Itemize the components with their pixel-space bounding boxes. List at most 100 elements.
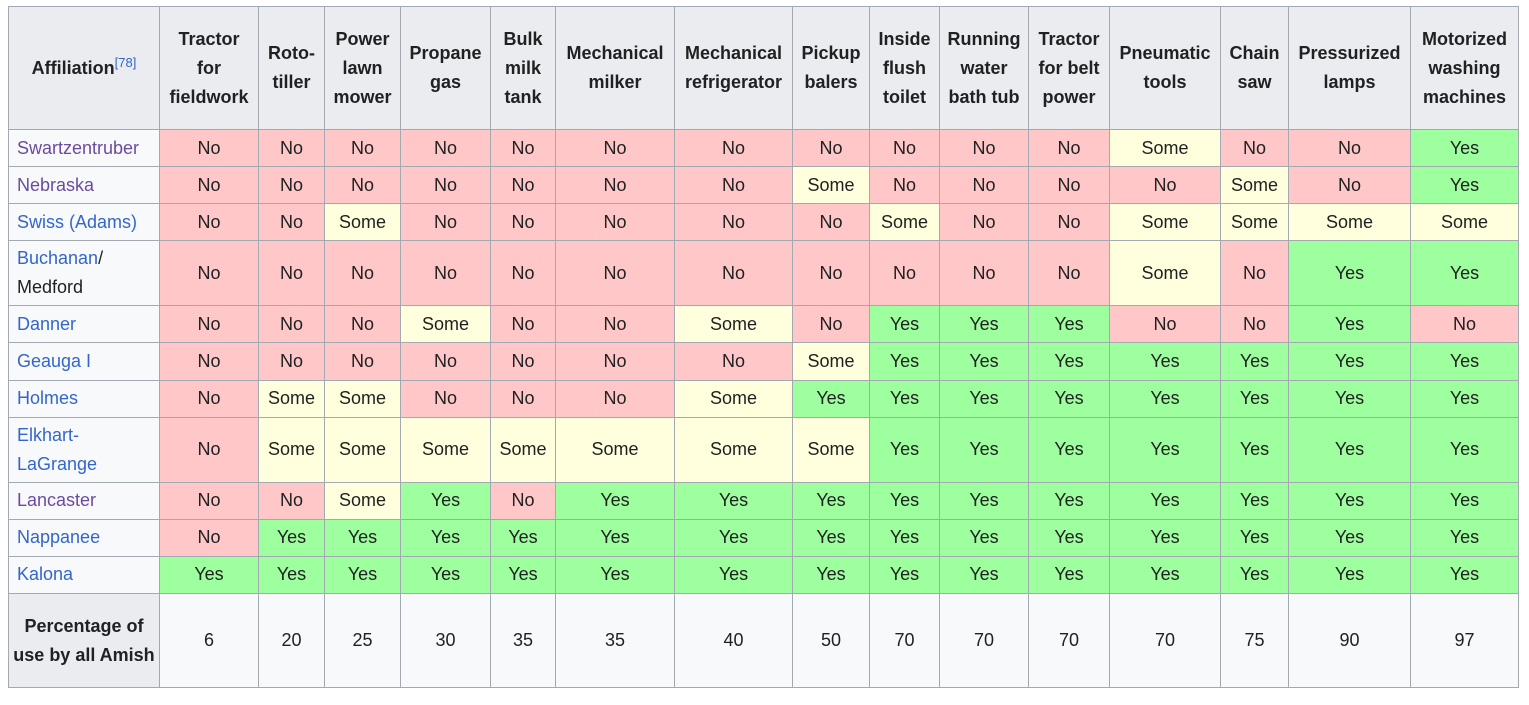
value-cell: Yes xyxy=(1288,305,1411,344)
affiliation-cell: Danner xyxy=(8,305,160,344)
value-cell: No xyxy=(490,481,556,520)
value-cell: No xyxy=(792,128,870,168)
value-cell: No xyxy=(258,203,325,242)
value-cell: No xyxy=(674,128,793,168)
value-cell: No xyxy=(159,379,259,418)
table-row: Holmes No Some Some No No No Some Yes Yes Yes Yes Ye… xyxy=(8,379,1519,418)
value-cell: Yes xyxy=(939,342,1029,381)
value-cell: No xyxy=(490,305,556,344)
percentage-cell: 70 xyxy=(939,593,1029,688)
value-cell: Yes xyxy=(939,518,1029,557)
affiliation-cell: Lancaster xyxy=(8,481,160,520)
value-cell: Yes xyxy=(1109,342,1221,381)
percentage-cell: 6 xyxy=(159,593,259,688)
percentage-cell: 20 xyxy=(258,593,325,688)
value-cell: Yes xyxy=(490,518,556,557)
value-cell: No xyxy=(258,240,325,307)
value-cell: Yes xyxy=(1028,342,1110,381)
affiliation-link[interactable]: Nebraska xyxy=(17,174,95,195)
value-cell: No xyxy=(490,203,556,242)
affiliation-link[interactable]: Swiss (Adams) xyxy=(17,211,138,232)
value-cell: Yes xyxy=(1028,555,1110,595)
percentage-cell: 30 xyxy=(400,593,491,688)
value-cell: No xyxy=(159,305,259,344)
table-body: Swartzentruber No No No No No No No No No No No Some… xyxy=(8,128,1519,595)
affiliation-link[interactable]: Swartzentruber xyxy=(17,137,140,158)
value-cell: No xyxy=(792,203,870,242)
affiliation-link[interactable]: Kalona xyxy=(17,564,74,585)
affiliation-header: Affiliation[78] xyxy=(8,6,160,130)
value-cell: Yes xyxy=(1109,518,1221,557)
value-cell: No xyxy=(869,128,940,168)
affiliation-link[interactable]: Elkhart- LaGrange xyxy=(17,424,98,474)
value-cell: Yes xyxy=(1410,555,1519,595)
value-cell: No xyxy=(324,342,401,381)
affiliation-link[interactable]: Lancaster xyxy=(17,490,97,511)
value-cell: No xyxy=(555,128,675,168)
column-header: Motorized washing machines xyxy=(1410,6,1519,130)
value-cell: Yes xyxy=(1109,416,1221,483)
table-row: Buchanan/ Medford No No No No No No No No No No No S… xyxy=(8,240,1519,307)
value-cell: Yes xyxy=(869,379,940,418)
value-cell: Some xyxy=(258,379,325,418)
value-cell: No xyxy=(1220,240,1289,307)
value-cell: Some xyxy=(400,416,491,483)
value-cell: Some xyxy=(555,416,675,483)
column-header: Bulk milk tank xyxy=(490,6,556,130)
value-cell: Yes xyxy=(159,555,259,595)
value-cell: Yes xyxy=(1410,481,1519,520)
reference-link[interactable]: [78] xyxy=(114,54,137,70)
value-cell: Yes xyxy=(869,342,940,381)
value-cell: Yes xyxy=(400,518,491,557)
value-cell: No xyxy=(869,166,940,205)
affiliation-link[interactable]: Geauga I xyxy=(17,350,92,371)
affiliation-suffix: / Medford xyxy=(17,248,104,298)
value-cell: Yes xyxy=(1028,379,1110,418)
value-cell: No xyxy=(258,128,325,168)
affiliation-cell: Swiss (Adams) xyxy=(8,203,160,242)
value-cell: No xyxy=(674,203,793,242)
value-cell: No xyxy=(159,518,259,557)
affiliation-cell: Buchanan/ Medford xyxy=(8,240,160,307)
table-row: Kalona Yes Yes Yes Yes Yes Yes Yes Yes Yes Yes Yes Y… xyxy=(8,555,1519,595)
value-cell: Yes xyxy=(1410,342,1519,381)
value-cell: Yes xyxy=(674,555,793,595)
value-cell: No xyxy=(555,240,675,307)
value-cell: Yes xyxy=(674,518,793,557)
value-cell: Yes xyxy=(555,481,675,520)
affiliation-cell: Nebraska xyxy=(8,166,160,205)
value-cell: Yes xyxy=(1288,518,1411,557)
value-cell: Yes xyxy=(869,518,940,557)
percentage-cell: 35 xyxy=(490,593,556,688)
value-cell: Yes xyxy=(1288,416,1411,483)
affiliation-link[interactable]: Buchanan xyxy=(17,248,99,269)
value-cell: Yes xyxy=(674,481,793,520)
footer-row: Percentage of use by all Amish 6 20 25 30 35… xyxy=(8,593,1519,688)
value-cell: No xyxy=(555,203,675,242)
percentage-cell: 97 xyxy=(1410,593,1519,688)
column-header: Roto- tiller xyxy=(258,6,325,130)
affiliation-link[interactable]: Danner xyxy=(17,313,77,334)
table-row: Nebraska No No No No No No No Some No No No No Some No… xyxy=(8,166,1519,205)
value-cell: No xyxy=(555,305,675,344)
value-cell: No xyxy=(555,342,675,381)
value-cell: No xyxy=(939,166,1029,205)
value-cell: No xyxy=(555,166,675,205)
value-cell: No xyxy=(1220,128,1289,168)
value-cell: Yes xyxy=(1410,128,1519,168)
affiliation-link[interactable]: Nappanee xyxy=(17,527,101,548)
affiliation-link[interactable]: Holmes xyxy=(17,388,79,409)
value-cell: No xyxy=(1028,166,1110,205)
column-header: Power lawn mower xyxy=(324,6,401,130)
value-cell: No xyxy=(1028,128,1110,168)
value-cell: Yes xyxy=(1220,518,1289,557)
value-cell: Some xyxy=(490,416,556,483)
value-cell: Some xyxy=(1220,203,1289,242)
value-cell: Some xyxy=(674,416,793,483)
value-cell: No xyxy=(159,128,259,168)
value-cell: Yes xyxy=(1220,342,1289,381)
value-cell: Yes xyxy=(400,555,491,595)
value-cell: Yes xyxy=(400,481,491,520)
value-cell: No xyxy=(490,166,556,205)
value-cell: No xyxy=(674,342,793,381)
